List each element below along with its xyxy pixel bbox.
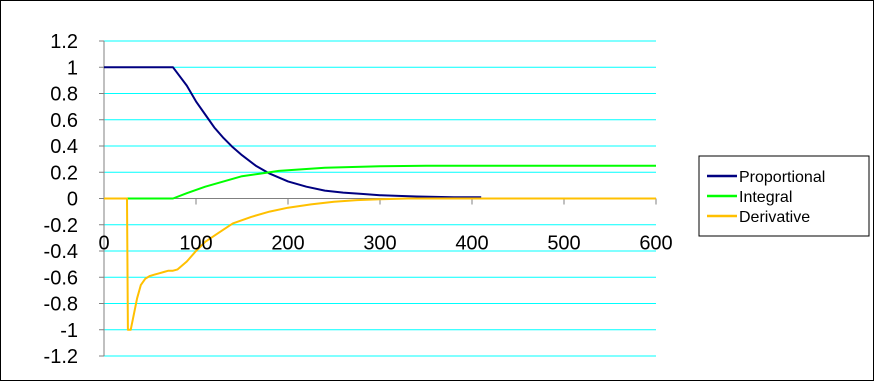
x-tick-label: 500 — [547, 233, 580, 255]
y-tick-label: 0.6 — [50, 110, 78, 132]
series-line-proportional — [104, 66, 482, 199]
y-tick-labels: 1.2 1 0.8 0.6 0.4 0.2 0 -0.2 -0.4 -0.6 -0.8 -1 -1.2 — [44, 31, 78, 368]
gridlines — [104, 40, 656, 357]
x-tick-label: 400 — [455, 233, 488, 255]
series-line-integral — [104, 164, 656, 200]
x-tick-label: 0 — [98, 233, 109, 255]
legend-label: Integral — [739, 189, 792, 206]
series-line-derivative — [104, 197, 656, 331]
y-tick-label: -1.2 — [44, 346, 78, 368]
series-lines — [104, 66, 656, 331]
y-tick-label: 1 — [67, 57, 78, 79]
y-tick-label: -0.8 — [44, 294, 78, 316]
y-tick-label: 0.4 — [50, 136, 78, 158]
y-tick-label: -0.4 — [44, 241, 78, 263]
legend: Proportional Integral Derivative — [698, 155, 870, 237]
y-tick-label: -0.2 — [44, 215, 78, 237]
y-tick-label: 0.2 — [50, 162, 78, 184]
y-tick-label: 0.8 — [50, 84, 78, 106]
y-tick-label: -0.6 — [44, 267, 78, 289]
x-tick-labels: 0 100 200 300 400 500 600 — [98, 233, 672, 255]
x-tick-label: 600 — [639, 233, 672, 255]
legend-label: Derivative — [739, 209, 810, 226]
x-tick-label: 200 — [271, 233, 304, 255]
x-tick-label: 100 — [179, 233, 212, 255]
x-tick-label: 300 — [363, 233, 396, 255]
legend-label: Proportional — [739, 169, 825, 186]
y-tick-label: 1.2 — [50, 31, 78, 53]
y-tick-label: 0 — [67, 189, 78, 211]
y-tick-label: -1 — [60, 320, 78, 342]
